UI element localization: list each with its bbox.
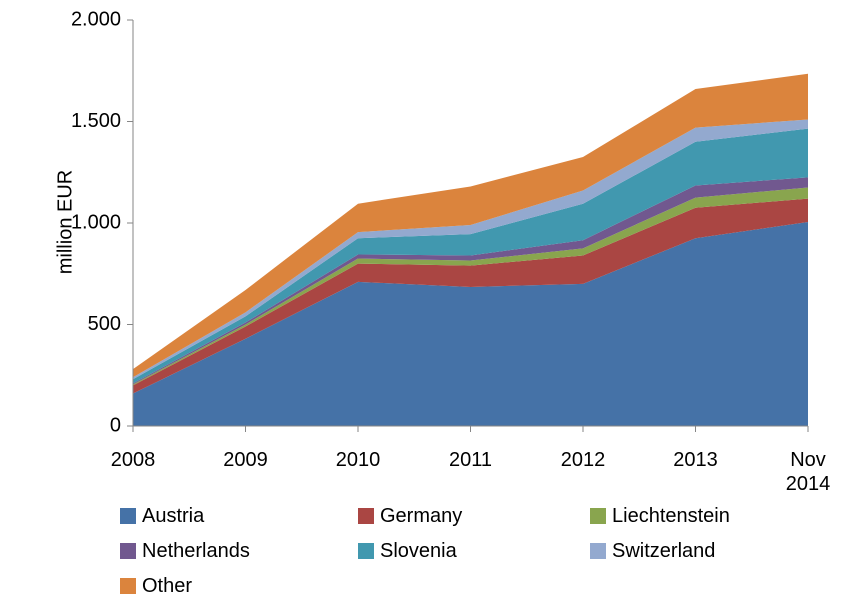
legend-item: Austria <box>120 504 204 528</box>
y-tick-label: 500 <box>88 313 121 335</box>
y-tick-label: 1.000 <box>71 211 121 233</box>
legend-item: Other <box>120 574 192 598</box>
legend-swatch <box>590 508 606 524</box>
area <box>133 221 808 426</box>
legend-label: Switzerland <box>612 539 716 562</box>
legend-label: Slovenia <box>380 539 457 562</box>
legend-swatch <box>590 543 606 559</box>
legend-label: Germany <box>380 504 463 527</box>
area <box>133 73 808 378</box>
y-tick-label: 2.000 <box>71 8 121 30</box>
legend-swatch <box>120 578 136 594</box>
legend-item: Liechtenstein <box>590 504 730 528</box>
legend-swatch <box>120 543 136 559</box>
legend-label: Austria <box>142 504 205 527</box>
legend-label: Netherlands <box>142 539 250 562</box>
legend-item: Switzerland <box>590 539 715 563</box>
legend-swatch <box>358 508 374 524</box>
x-tick-label: 2009 <box>223 449 268 471</box>
x-tick-label: 2013 <box>673 449 718 471</box>
legend-item: Slovenia <box>358 539 457 563</box>
y-axis-label: million EUR <box>54 170 76 274</box>
x-tick-label: 2010 <box>335 449 381 471</box>
x-tick-label: 2011 <box>448 449 492 471</box>
x-tick-label: 2008 <box>110 449 156 471</box>
y-tick-label: 0 <box>110 414 121 436</box>
legend-label: Other <box>142 574 193 597</box>
legend-item: Germany <box>358 504 462 528</box>
x-tick-label: Nov 2014 <box>785 449 831 495</box>
area <box>133 128 808 384</box>
legend-swatch <box>358 543 374 559</box>
x-tick-label: 2012 <box>560 449 606 471</box>
y-tick-label: 1.500 <box>71 110 121 132</box>
legend-item: Netherlands <box>120 539 250 563</box>
legend-swatch <box>120 508 136 524</box>
area <box>133 198 808 394</box>
legend-label: Liechtenstein <box>612 504 730 527</box>
